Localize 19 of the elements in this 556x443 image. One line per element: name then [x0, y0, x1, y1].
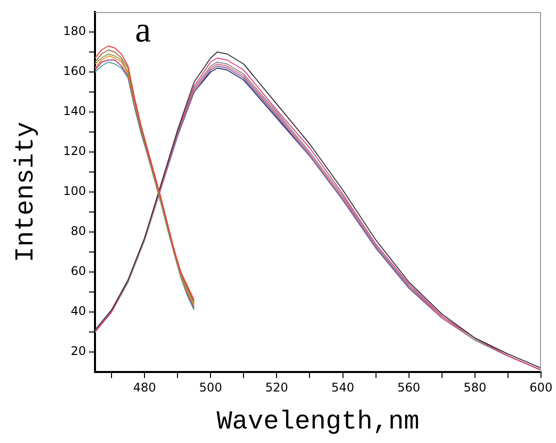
y-tick-label: 160 — [63, 64, 86, 78]
x-tick-label: 560 — [397, 380, 420, 394]
x-tick-label: 600 — [530, 380, 552, 394]
y-tick-label: 100 — [63, 184, 86, 198]
annotation: a — [135, 9, 151, 50]
x-tick-label: 540 — [331, 380, 354, 394]
x-tick-label: 580 — [463, 380, 486, 394]
y-tick-label: 180 — [63, 24, 86, 38]
x-tick-label: 520 — [265, 380, 288, 394]
y-axis-title: Intensity — [10, 122, 40, 262]
y-tick-label: 20 — [70, 344, 86, 358]
x-tick-label: 480 — [133, 380, 156, 394]
y-tick-label: 80 — [70, 224, 86, 238]
y-tick-label: 120 — [63, 144, 86, 158]
y-tick-label: 140 — [63, 104, 86, 118]
x-axis-title: Wavelength,nm — [216, 406, 420, 436]
y-tick-label: 40 — [70, 304, 86, 318]
y-tick-label: 60 — [70, 264, 86, 278]
x-tick-label: 500 — [199, 380, 222, 394]
